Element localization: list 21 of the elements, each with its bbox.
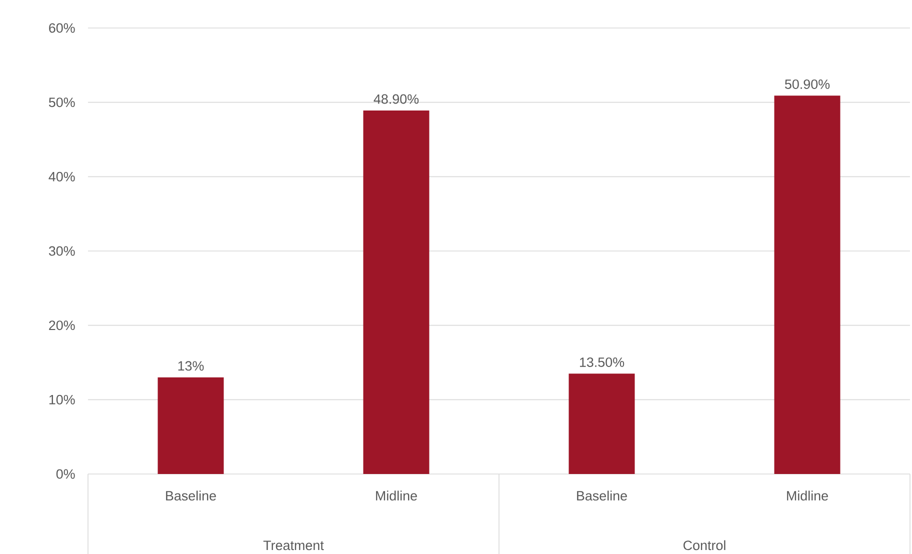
y-tick-label: 10% xyxy=(49,394,75,404)
x-tick-label: Baseline xyxy=(166,490,216,501)
y-tick-label: 0% xyxy=(56,469,75,479)
bar xyxy=(363,110,430,474)
data-label: 13.50% xyxy=(580,357,624,367)
y-tick-label: 50% xyxy=(48,98,75,108)
text: Control xyxy=(684,540,726,550)
data-label: 13% xyxy=(178,361,204,371)
y-tick-label: 40% xyxy=(48,172,75,182)
bar xyxy=(568,374,635,474)
bar xyxy=(158,377,224,474)
data-label: 50.90% xyxy=(784,79,830,89)
y-tick-label: 30% xyxy=(48,246,75,256)
y-tick-label: 60% xyxy=(49,23,75,33)
bar xyxy=(774,96,840,474)
data-label: 48.90% xyxy=(374,94,419,104)
y-tick-label: 20% xyxy=(49,320,75,330)
text: Treatment xyxy=(263,540,324,550)
x-tick-label: Midline xyxy=(787,490,828,501)
x-tick-label: Baseline xyxy=(577,490,627,501)
x-tick-label: Midline xyxy=(376,490,417,501)
